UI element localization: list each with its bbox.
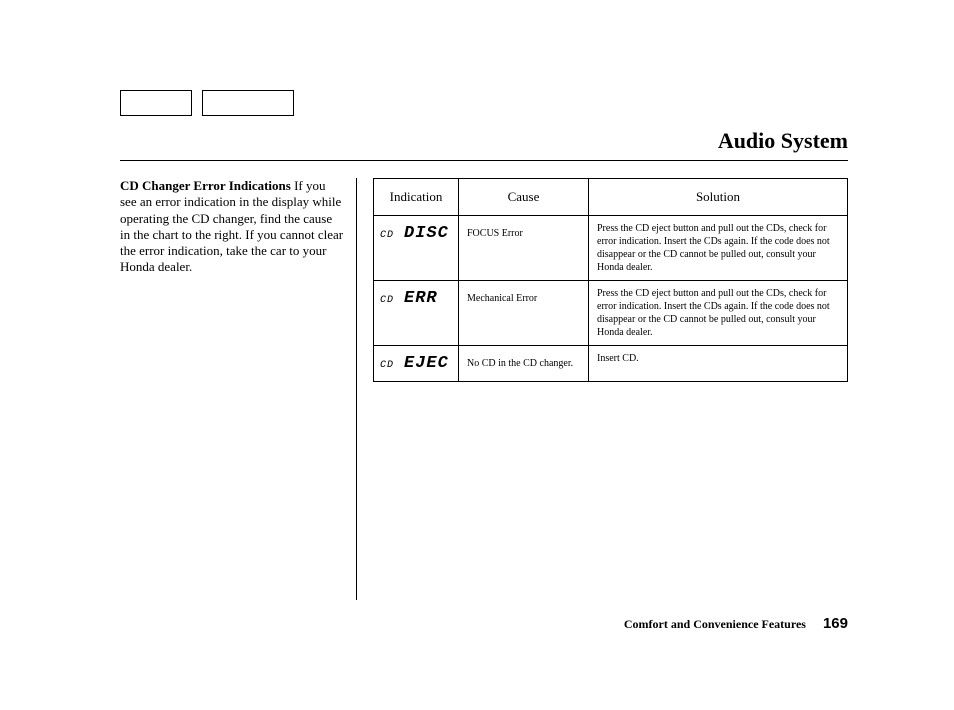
- body-columns: CD Changer Error Indications If you see …: [120, 178, 848, 600]
- page-title: Audio System: [718, 128, 848, 154]
- lcd-code: EJEC: [404, 354, 449, 373]
- th-indication: Indication: [374, 179, 459, 216]
- placeholder-box-1: [120, 90, 192, 116]
- lcd-prefix: CD: [380, 360, 394, 371]
- table-row: CD EJEC No CD in the CD changer. Insert …: [374, 346, 848, 382]
- page-footer: Comfort and Convenience Features 169: [624, 615, 848, 632]
- footer-page-number: 169: [823, 615, 848, 632]
- cell-cause: FOCUS Error: [459, 216, 589, 281]
- table-row: CD ERR Mechanical Error Press the CD eje…: [374, 281, 848, 346]
- table-header-row: Indication Cause Solution: [374, 179, 848, 216]
- th-cause: Cause: [459, 179, 589, 216]
- lcd-display: CD EJEC: [380, 354, 452, 373]
- lcd-code: DISC: [404, 224, 449, 243]
- left-column: CD Changer Error Indications If you see …: [120, 178, 356, 600]
- cell-indication: CD DISC: [374, 216, 459, 281]
- cell-solution: Insert CD.: [589, 346, 848, 382]
- title-rule: [120, 160, 848, 161]
- lcd-display: CD DISC: [380, 224, 452, 243]
- lcd-prefix: CD: [380, 295, 394, 306]
- column-divider: [356, 178, 357, 600]
- top-placeholder-boxes: [120, 90, 294, 116]
- lcd-prefix: CD: [380, 230, 394, 241]
- th-solution: Solution: [589, 179, 848, 216]
- error-table: Indication Cause Solution CD DISC FO: [373, 178, 848, 382]
- cell-indication: CD ERR: [374, 281, 459, 346]
- cell-solution: Press the CD eject button and pull out t…: [589, 281, 848, 346]
- section-heading: CD Changer Error Indications: [120, 178, 291, 193]
- right-column: Indication Cause Solution CD DISC FO: [373, 178, 848, 600]
- lcd-display: CD ERR: [380, 289, 452, 308]
- cell-cause: Mechanical Error: [459, 281, 589, 346]
- page: Audio System CD Changer Error Indication…: [0, 0, 954, 710]
- lcd-code: ERR: [404, 289, 438, 308]
- cell-cause: No CD in the CD changer.: [459, 346, 589, 382]
- footer-section: Comfort and Convenience Features: [624, 617, 806, 631]
- cell-solution: Press the CD eject button and pull out t…: [589, 216, 848, 281]
- placeholder-box-2: [202, 90, 294, 116]
- table-row: CD DISC FOCUS Error Press the CD eject b…: [374, 216, 848, 281]
- cell-indication: CD EJEC: [374, 346, 459, 382]
